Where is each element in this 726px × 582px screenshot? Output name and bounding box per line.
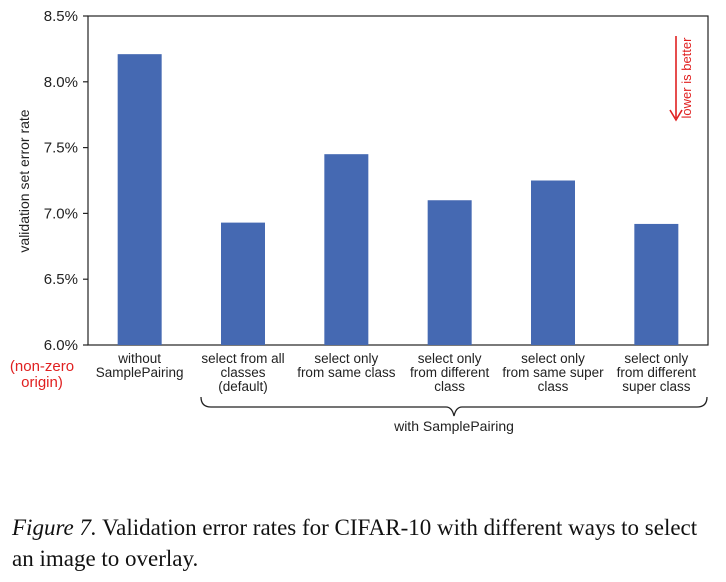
- x-tick-label-line: select only: [624, 351, 688, 366]
- lower-is-better-annotation: lower is better: [669, 36, 694, 122]
- x-tick-label-line: (default): [218, 379, 268, 394]
- y-axis-label: validation set error rate: [16, 109, 32, 252]
- x-tick-label-line: from different: [410, 365, 490, 380]
- y-tick-label: 7.5%: [44, 140, 78, 157]
- y-axis-ticks: 6.0% 6.5% 7.0% 7.5% 8.0% 8.5%: [44, 8, 88, 354]
- x-tick-label-line: from different: [617, 365, 697, 380]
- x-tick-label-line: from same super: [502, 365, 604, 380]
- figure-label: Figure 7.: [12, 515, 97, 540]
- x-tick-label-line: class: [434, 379, 465, 394]
- x-tick-label-line: SamplePairing: [96, 365, 184, 380]
- origin-note-line: (non-zero: [10, 358, 74, 375]
- y-tick-label: 6.0%: [44, 337, 78, 354]
- x-tick-label-line: super class: [622, 379, 691, 394]
- caption-text: Validation error rates for CIFAR-10 with…: [12, 515, 698, 571]
- bar: [634, 223, 679, 345]
- bar: [221, 222, 265, 345]
- y-tick-label: 8.0%: [44, 74, 78, 91]
- x-tick-label-line: class: [538, 379, 569, 394]
- y-tick-label: 6.5%: [44, 271, 78, 288]
- bar: [531, 180, 575, 345]
- group-label: with SamplePairing: [393, 418, 514, 434]
- plot-area: [87, 15, 709, 346]
- x-tick-label-line: select only: [418, 351, 482, 366]
- bar: [324, 154, 369, 345]
- x-tick-label-line: classes: [220, 365, 265, 380]
- bar-chart: 6.0% 6.5% 7.0% 7.5% 8.0% 8.5% validation set …: [10, 8, 709, 434]
- bar: [427, 200, 472, 345]
- origin-note-line: origin): [21, 374, 63, 391]
- bar: [117, 54, 162, 345]
- x-tick-label-line: without: [117, 351, 161, 366]
- bars: [117, 54, 679, 345]
- annotation-arrow-head: [669, 109, 683, 122]
- x-tick-label-line: select from all: [201, 351, 284, 366]
- annotation-text: lower is better: [679, 37, 694, 119]
- x-tick-label-line: select only: [521, 351, 585, 366]
- x-tick-label-line: from same class: [297, 365, 396, 380]
- group-brace: [200, 396, 708, 417]
- figure-caption: Figure 7. Validation error rates for CIF…: [12, 512, 712, 574]
- y-tick-label: 8.5%: [44, 8, 78, 25]
- x-tick-label-line: select only: [314, 351, 378, 366]
- y-tick-label: 7.0%: [44, 205, 78, 222]
